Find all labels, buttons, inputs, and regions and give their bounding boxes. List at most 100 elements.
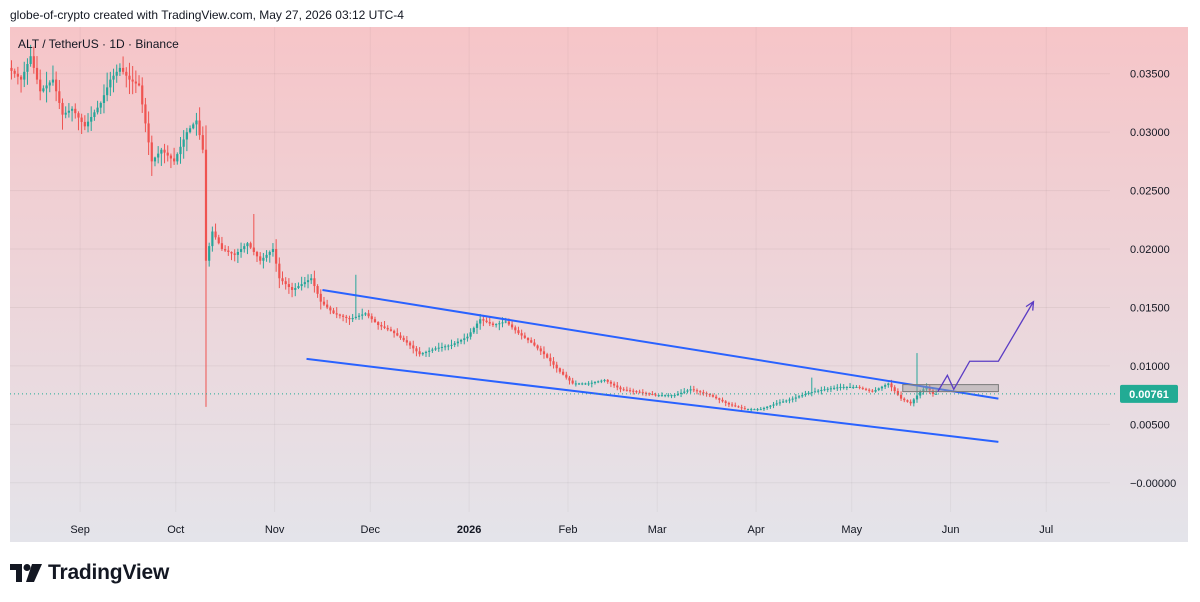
- candle: [67, 103, 70, 118]
- candle: [10, 60, 13, 80]
- candle: [236, 248, 239, 263]
- candle: [772, 401, 775, 409]
- candle: [628, 387, 632, 393]
- candle: [220, 236, 224, 251]
- candle: [357, 313, 361, 320]
- candle: [558, 367, 562, 374]
- candle: [131, 65, 134, 95]
- candle: [756, 407, 759, 412]
- last-price-tag: 0.00761: [1120, 384, 1178, 403]
- channel-lower-line[interactable]: [306, 357, 999, 443]
- candle: [70, 106, 74, 122]
- candle: [16, 66, 19, 85]
- candle: [90, 106, 93, 131]
- candle: [284, 277, 287, 290]
- candle: [734, 402, 737, 408]
- candle: [699, 390, 702, 396]
- candle: [335, 307, 338, 319]
- time-axis[interactable]: Sep Oct Nov Dec 2026 Feb Mar Apr May Jun Jul: [70, 524, 1053, 536]
- candle: [766, 405, 769, 410]
- candle: [125, 67, 128, 88]
- candle: [160, 147, 163, 166]
- candle: [322, 296, 326, 307]
- candle: [877, 387, 880, 392]
- candle: [153, 156, 157, 167]
- candle: [495, 323, 498, 328]
- tradingview-logo[interactable]: TradingView: [10, 560, 169, 586]
- candle: [848, 383, 852, 388]
- candles: [10, 44, 938, 413]
- candle: [565, 371, 568, 380]
- candle: [99, 101, 102, 115]
- candle: [19, 74, 23, 93]
- candle: [632, 388, 635, 395]
- candle: [370, 313, 373, 323]
- candle: [590, 380, 593, 388]
- candle: [695, 388, 699, 395]
- candle: [163, 143, 166, 164]
- candle: [727, 401, 730, 408]
- chart-caption: globe-of-crypto created with TradingView…: [10, 8, 404, 22]
- symbol-label[interactable]: ALT / TetherUS · 1D · Binance: [18, 37, 179, 51]
- candle: [600, 379, 603, 384]
- drawings: [10, 288, 1118, 443]
- candle: [485, 317, 488, 324]
- candle: [597, 380, 600, 384]
- candle: [781, 398, 785, 404]
- time-axis-tick: Oct: [167, 524, 184, 536]
- candle: [817, 389, 820, 393]
- candle: [77, 111, 80, 131]
- candle: [530, 337, 533, 344]
- price-axis-tick: 0.00500: [1130, 419, 1170, 431]
- candle: [899, 391, 903, 401]
- candle: [192, 122, 195, 130]
- candle: [654, 392, 657, 397]
- candle: [86, 113, 90, 133]
- time-axis-tick: Jun: [942, 524, 960, 536]
- candle: [185, 127, 188, 152]
- candle: [150, 135, 153, 176]
- candle: [453, 341, 456, 348]
- candle: [173, 147, 176, 165]
- candle: [281, 271, 284, 285]
- candle: [762, 406, 766, 411]
- candle: [482, 316, 485, 327]
- candle: [188, 125, 192, 134]
- candle: [268, 250, 271, 263]
- resistance-zone[interactable]: [902, 384, 999, 393]
- candle: [137, 75, 141, 87]
- candle: [587, 381, 590, 386]
- candle: [169, 153, 173, 169]
- candle: [526, 337, 530, 344]
- candle: [571, 377, 574, 385]
- candle: [708, 393, 711, 398]
- price-axis[interactable]: 0.03500 0.03000 0.02500 0.02000 0.01500 0.010…: [1120, 69, 1178, 490]
- candle: [389, 326, 393, 332]
- candle: [118, 63, 122, 77]
- candle: [868, 388, 871, 393]
- candle: [326, 299, 329, 310]
- candle: [549, 353, 552, 367]
- candle: [718, 397, 721, 404]
- candle: [730, 402, 734, 408]
- candle: [208, 242, 211, 267]
- candle: [593, 381, 597, 385]
- candle: [42, 85, 45, 93]
- candle: [121, 56, 125, 75]
- candle: [539, 345, 542, 355]
- channel-upper-line[interactable]: [322, 288, 999, 400]
- candle: [842, 384, 845, 390]
- candle: [354, 274, 357, 320]
- price-axis-tick: 0.02000: [1130, 244, 1170, 256]
- candle: [577, 382, 581, 385]
- chart-area[interactable]: 0.03500 0.03000 0.02500 0.02000 0.01500 0.010…: [10, 27, 1188, 542]
- candle: [364, 312, 367, 317]
- candle: [820, 386, 823, 395]
- candle: [533, 338, 536, 347]
- candle: [93, 109, 96, 121]
- candle: [214, 223, 217, 240]
- projected-path[interactable]: [937, 301, 1035, 392]
- candle: [871, 389, 874, 393]
- price-chart[interactable]: 0.03500 0.03000 0.02500 0.02000 0.01500 0.010…: [10, 27, 1188, 542]
- candle: [83, 115, 86, 131]
